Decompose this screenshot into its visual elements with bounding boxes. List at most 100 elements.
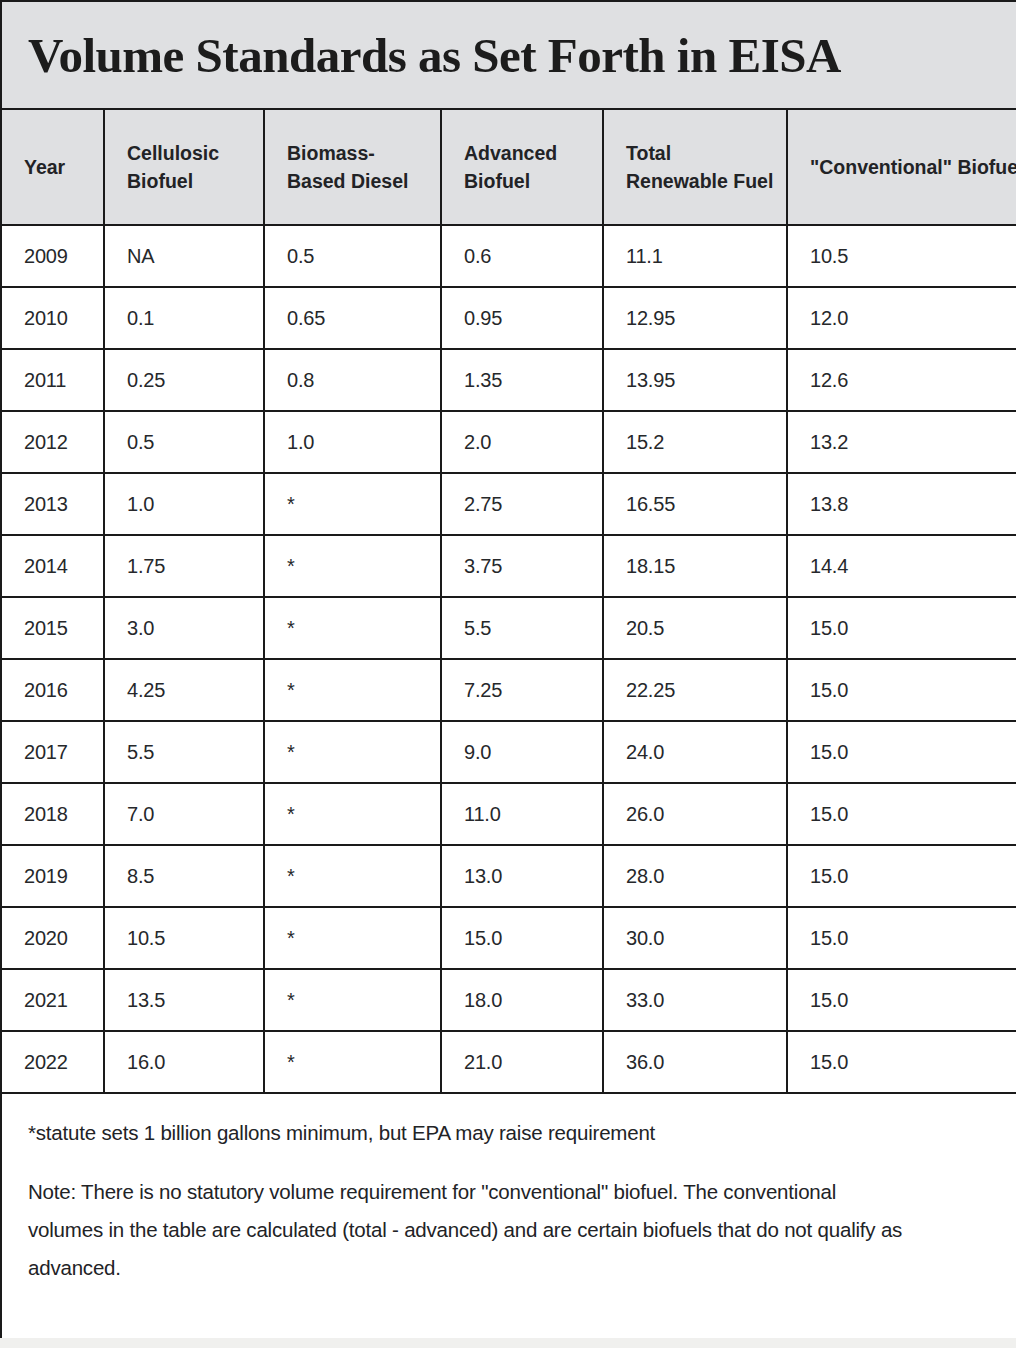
note-footnote: Note: There is no statutory volume requi… [28, 1173, 908, 1287]
value-cell: 1.75 [104, 535, 264, 597]
year-cell: 2021 [2, 969, 104, 1031]
volume-standards-table: YearCellulosic BiofuelBiomass-Based Dies… [2, 108, 1016, 1094]
value-cell: 12.0 [787, 287, 1016, 349]
value-cell: * [264, 1031, 441, 1093]
value-cell: 8.5 [104, 845, 264, 907]
table-row: 20198.5*13.028.015.0 [2, 845, 1016, 907]
value-cell: * [264, 597, 441, 659]
value-cell: 15.0 [787, 969, 1016, 1031]
year-cell: 2016 [2, 659, 104, 721]
value-cell: 2.0 [441, 411, 603, 473]
value-cell: 15.0 [787, 907, 1016, 969]
column-header: Total Renewable Fuel [603, 109, 787, 225]
value-cell: 1.35 [441, 349, 603, 411]
value-cell: 7.25 [441, 659, 603, 721]
asterisk-footnote: *statute sets 1 billion gallons minimum,… [28, 1118, 976, 1148]
value-cell: 15.0 [787, 1031, 1016, 1093]
value-cell: 12.6 [787, 349, 1016, 411]
year-cell: 2010 [2, 287, 104, 349]
value-cell: 20.5 [603, 597, 787, 659]
value-cell: 13.95 [603, 349, 787, 411]
value-cell: 13.5 [104, 969, 264, 1031]
value-cell: 15.0 [787, 597, 1016, 659]
value-cell: 13.2 [787, 411, 1016, 473]
value-cell: 5.5 [104, 721, 264, 783]
value-cell: 36.0 [603, 1031, 787, 1093]
value-cell: 7.0 [104, 783, 264, 845]
value-cell: 1.0 [104, 473, 264, 535]
value-cell: 18.0 [441, 969, 603, 1031]
value-cell: 11.1 [603, 225, 787, 287]
value-cell: 5.5 [441, 597, 603, 659]
table-row: 20187.0*11.026.015.0 [2, 783, 1016, 845]
value-cell: 14.4 [787, 535, 1016, 597]
value-cell: 3.75 [441, 535, 603, 597]
year-cell: 2014 [2, 535, 104, 597]
year-cell: 2013 [2, 473, 104, 535]
value-cell: 16.55 [603, 473, 787, 535]
value-cell: 15.0 [787, 659, 1016, 721]
value-cell: 15.0 [787, 845, 1016, 907]
year-cell: 2019 [2, 845, 104, 907]
column-header: Cellulosic Biofuel [104, 109, 264, 225]
value-cell: * [264, 845, 441, 907]
year-cell: 2017 [2, 721, 104, 783]
value-cell: 0.5 [264, 225, 441, 287]
value-cell: NA [104, 225, 264, 287]
year-cell: 2011 [2, 349, 104, 411]
year-cell: 2020 [2, 907, 104, 969]
table-row: 202010.5*15.030.015.0 [2, 907, 1016, 969]
value-cell: * [264, 969, 441, 1031]
value-cell: 0.1 [104, 287, 264, 349]
table-row: 20120.51.02.015.213.2 [2, 411, 1016, 473]
value-cell: * [264, 783, 441, 845]
value-cell: 10.5 [787, 225, 1016, 287]
year-cell: 2018 [2, 783, 104, 845]
column-header: Advanced Biofuel [441, 109, 603, 225]
value-cell: 21.0 [441, 1031, 603, 1093]
value-cell: 26.0 [603, 783, 787, 845]
table-row: 20141.75*3.7518.1514.4 [2, 535, 1016, 597]
table-row: 20100.10.650.9512.9512.0 [2, 287, 1016, 349]
value-cell: 15.0 [787, 721, 1016, 783]
value-cell: 10.5 [104, 907, 264, 969]
table-row: 20175.5*9.024.015.0 [2, 721, 1016, 783]
value-cell: * [264, 907, 441, 969]
value-cell: 18.15 [603, 535, 787, 597]
value-cell: 15.2 [603, 411, 787, 473]
value-cell: * [264, 721, 441, 783]
table-row: 20131.0*2.7516.5513.8 [2, 473, 1016, 535]
value-cell: 28.0 [603, 845, 787, 907]
value-cell: 13.8 [787, 473, 1016, 535]
value-cell: 0.65 [264, 287, 441, 349]
table-row: 202113.5*18.033.015.0 [2, 969, 1016, 1031]
value-cell: 16.0 [104, 1031, 264, 1093]
year-cell: 2009 [2, 225, 104, 287]
table-row: 20110.250.81.3513.9512.6 [2, 349, 1016, 411]
value-cell: 33.0 [603, 969, 787, 1031]
footnotes: *statute sets 1 billion gallons minimum,… [2, 1094, 1016, 1308]
value-cell: 15.0 [787, 783, 1016, 845]
value-cell: 22.25 [603, 659, 787, 721]
value-cell: 0.25 [104, 349, 264, 411]
value-cell: 15.0 [441, 907, 603, 969]
header-row: YearCellulosic BiofuelBiomass-Based Dies… [2, 109, 1016, 225]
value-cell: 3.0 [104, 597, 264, 659]
value-cell: 9.0 [441, 721, 603, 783]
value-cell: 4.25 [104, 659, 264, 721]
value-cell: * [264, 659, 441, 721]
value-cell: 2.75 [441, 473, 603, 535]
value-cell: 24.0 [603, 721, 787, 783]
table-body: 2009NA0.50.611.110.520100.10.650.9512.95… [2, 225, 1016, 1093]
table-row: 20153.0*5.520.515.0 [2, 597, 1016, 659]
value-cell: 0.8 [264, 349, 441, 411]
value-cell: 11.0 [441, 783, 603, 845]
year-cell: 2022 [2, 1031, 104, 1093]
value-cell: 1.0 [264, 411, 441, 473]
value-cell: 0.5 [104, 411, 264, 473]
value-cell: 0.6 [441, 225, 603, 287]
column-header: "Conventional" Biofuel [787, 109, 1016, 225]
table-container: YearCellulosic BiofuelBiomass-Based Dies… [2, 108, 1016, 1094]
column-header: Biomass-Based Diesel [264, 109, 441, 225]
column-header: Year [2, 109, 104, 225]
